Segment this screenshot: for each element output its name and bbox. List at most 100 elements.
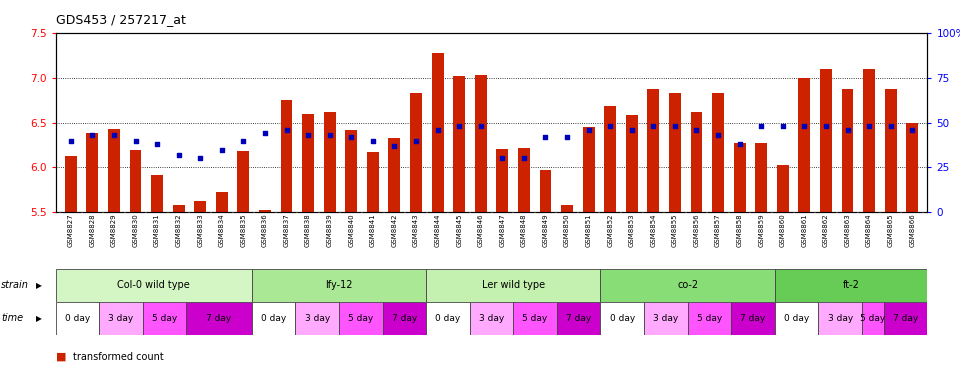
Point — [408, 138, 423, 143]
Text: time: time — [1, 313, 23, 324]
Bar — [884, 302, 927, 335]
Point — [883, 123, 899, 129]
Text: 3 day: 3 day — [653, 314, 679, 323]
Point — [387, 143, 402, 149]
Point — [128, 138, 143, 143]
Point — [840, 127, 855, 133]
Bar — [712, 93, 724, 212]
Point — [797, 123, 812, 129]
Point — [300, 132, 316, 138]
Bar — [842, 89, 853, 212]
Point — [451, 123, 467, 129]
Point — [473, 123, 489, 129]
Bar — [775, 302, 819, 335]
Bar — [367, 152, 379, 212]
Bar — [626, 115, 637, 212]
Bar — [86, 133, 98, 212]
Text: ▶: ▶ — [36, 314, 42, 323]
Bar — [426, 269, 601, 302]
Point — [754, 123, 769, 129]
Text: 0 day: 0 day — [610, 314, 635, 323]
Text: 3 day: 3 day — [108, 314, 133, 323]
Point — [646, 123, 661, 129]
Bar — [432, 53, 444, 212]
Bar — [775, 269, 927, 302]
Point — [214, 146, 229, 152]
Bar — [252, 269, 426, 302]
Point — [430, 127, 445, 133]
Point — [63, 138, 79, 143]
Point — [344, 134, 359, 140]
Point — [365, 138, 380, 143]
Bar — [151, 175, 163, 212]
Point — [624, 127, 639, 133]
Point — [516, 156, 532, 161]
Text: transformed count: transformed count — [73, 352, 164, 362]
Text: 0 day: 0 day — [261, 314, 286, 323]
Bar — [108, 129, 120, 212]
Text: co-2: co-2 — [677, 280, 698, 291]
Bar — [557, 302, 601, 335]
Text: 5 day: 5 day — [697, 314, 722, 323]
Bar — [604, 107, 616, 212]
Bar — [324, 112, 336, 212]
Point — [581, 127, 596, 133]
Bar — [143, 302, 186, 335]
Bar — [475, 75, 487, 212]
Bar — [383, 302, 426, 335]
Bar — [130, 149, 141, 212]
Bar — [561, 205, 573, 212]
Bar — [540, 170, 551, 212]
Text: 3 day: 3 day — [304, 314, 330, 323]
Text: 7 day: 7 day — [392, 314, 417, 323]
Bar — [99, 302, 143, 335]
Bar — [862, 302, 884, 335]
Bar — [799, 78, 810, 212]
Bar — [514, 302, 557, 335]
Text: GDS453 / 257217_at: GDS453 / 257217_at — [56, 12, 185, 26]
Point — [322, 132, 337, 138]
Bar — [346, 130, 357, 212]
Text: lfy-12: lfy-12 — [325, 280, 352, 291]
Text: Col-0 wild type: Col-0 wild type — [117, 280, 190, 291]
Text: 3 day: 3 day — [828, 314, 852, 323]
Text: Ler wild type: Ler wild type — [482, 280, 545, 291]
Bar — [56, 269, 252, 302]
Bar — [777, 165, 789, 212]
Bar — [194, 201, 206, 212]
Text: 0 day: 0 day — [784, 314, 809, 323]
Bar — [302, 114, 314, 212]
Point — [667, 123, 683, 129]
Bar — [583, 127, 594, 212]
Bar — [732, 302, 775, 335]
Bar — [601, 302, 644, 335]
Point — [904, 127, 920, 133]
Bar — [690, 112, 703, 212]
Text: 7 day: 7 day — [893, 314, 918, 323]
Bar — [756, 143, 767, 212]
Text: ▶: ▶ — [36, 281, 42, 290]
Text: 5 day: 5 day — [522, 314, 548, 323]
Bar — [237, 151, 250, 212]
Point — [84, 132, 100, 138]
Text: 7 day: 7 day — [740, 314, 766, 323]
Bar — [863, 69, 875, 212]
Text: ■: ■ — [56, 352, 66, 362]
Bar — [733, 143, 746, 212]
Text: 5 day: 5 day — [348, 314, 373, 323]
Text: strain: strain — [1, 280, 29, 291]
Bar — [818, 302, 862, 335]
Point — [494, 156, 510, 161]
Bar — [252, 302, 296, 335]
Bar — [496, 149, 508, 212]
Bar — [56, 302, 99, 335]
Point — [710, 132, 726, 138]
Bar — [518, 148, 530, 212]
Bar — [186, 302, 252, 335]
Bar — [469, 302, 514, 335]
Bar — [906, 123, 918, 212]
Bar — [820, 69, 832, 212]
Point — [278, 127, 294, 133]
Point — [732, 141, 747, 147]
Bar — [216, 192, 228, 212]
